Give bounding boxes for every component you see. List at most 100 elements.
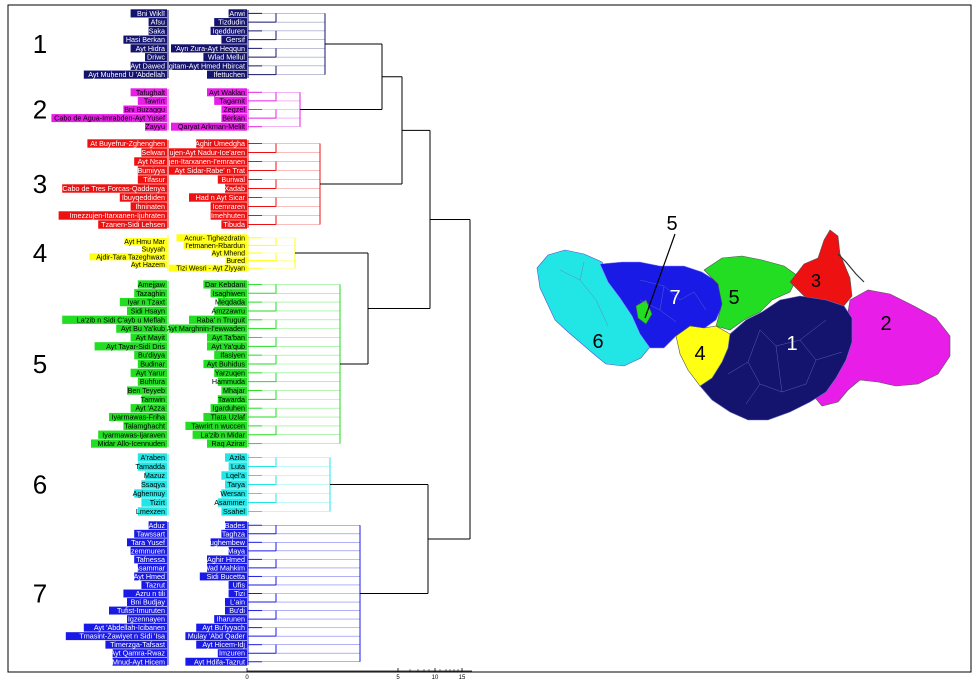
leaf-label-bg <box>105 640 167 649</box>
figure-frame <box>7 4 972 673</box>
leaf-label-bg <box>221 529 247 538</box>
leaf-label-right: Ufis <box>233 580 246 589</box>
leaf-label-bg <box>185 421 247 431</box>
leaf-label-bg <box>192 430 247 439</box>
leaf-label-bg <box>134 351 167 360</box>
leaf-label-left: Ayt Qamra-Rwaz <box>110 649 165 658</box>
leaf-label-left: Tara Yusef <box>131 538 165 547</box>
leaf-label-right: Ayt Hicem-Idj <box>202 640 245 649</box>
leaf-label-bg <box>130 404 167 413</box>
leaf-label-right: Tawrirt n wuccen <box>191 421 245 430</box>
leaf-label-bg <box>91 439 167 448</box>
leaf-label-bg <box>217 649 247 658</box>
leaf-label-right: Tibuda <box>223 220 245 229</box>
leaf-label-bg <box>87 139 167 148</box>
axis-tick-label: 15 <box>459 675 466 679</box>
leaf-label-right: Bured <box>226 258 245 265</box>
leaf-label-bg <box>62 315 168 324</box>
leaf-label-left: Ayt Bu Ya'kub <box>121 324 165 333</box>
leaf-label-right: Wad Mahkim <box>203 563 245 572</box>
map-label-5: 5 <box>728 287 739 309</box>
leaf-label-bg <box>130 9 167 18</box>
leaf-label-bg <box>134 157 167 166</box>
leaf-label-bg <box>89 253 167 261</box>
leaf-label-bg <box>137 359 167 369</box>
leaf-label-right: Taghza <box>222 529 245 538</box>
leaf-label-right: Ayt Marghnin-I'ewwaden <box>167 324 245 333</box>
leaf-label-right: Ayt Bu'lyyach <box>202 623 245 632</box>
leaf-label-left: Ajdir-Tara Tazeghwaxt <box>96 254 165 261</box>
leaf-label-right: Luta <box>231 462 245 471</box>
leaf-label-bg <box>196 623 247 632</box>
leaf-label-bg <box>134 489 167 498</box>
leaf-label-left: Lmexzen <box>136 507 165 516</box>
leaf-label-bg <box>217 395 247 404</box>
leaf-label-left: Tzanen-Sidi Lehsen <box>101 220 165 229</box>
leaf-label-bg <box>228 9 247 18</box>
leaf-label-right: Ayt Ya'qub <box>211 342 245 351</box>
leaf-label-right: Yarzuqen <box>215 368 245 377</box>
leaf-label-right: I'etmanen-Rbardun <box>185 243 245 250</box>
leaf-label-bg <box>148 26 167 35</box>
leaf-label-bg <box>185 657 247 666</box>
leaf-label-right: Bu'di <box>229 606 245 615</box>
leaf-label-bg <box>169 148 247 157</box>
leaf-label-bg <box>210 404 247 413</box>
leaf-label-right: Imehhuten <box>211 211 245 220</box>
leaf-label-right: Imezzujen-Itarxanen-I'emranen <box>146 157 245 166</box>
leaf-label-bg <box>176 234 247 242</box>
leaf-label-bg <box>221 386 247 395</box>
leaf-label-left: Tafnessa <box>136 555 165 564</box>
leaf-label-right: Iqedduren <box>213 26 245 35</box>
leaf-label-right: Ifasiyen <box>220 351 245 360</box>
leaf-label-bg <box>225 184 247 193</box>
leaf-label-right: Maya <box>227 546 245 555</box>
leaf-label-bg <box>221 35 247 44</box>
leaf-label-right: Zegzel <box>223 105 245 114</box>
leaf-label-bg <box>221 114 247 123</box>
leaf-label-left: Bumiyya <box>137 166 165 175</box>
map-label-1: 1 <box>786 333 797 355</box>
leaf-label-bg <box>119 297 167 307</box>
leaf-label-bg <box>141 148 167 157</box>
leaf-label-left: Saka <box>149 26 165 35</box>
leaf-label-left: Sidi Hsayn <box>131 306 165 315</box>
leaf-label-bg <box>171 44 247 53</box>
leaf-label-right: Ayt Sidar-Rabe' n Trat <box>175 166 245 175</box>
leaf-label-left: Ibuyqeddiden <box>122 193 165 202</box>
leaf-label-right: Mhajar <box>223 386 246 395</box>
leaf-label-left: Ayt Hmu Mar <box>124 239 165 246</box>
leaf-label-bg <box>203 53 247 62</box>
leaf-label-bg <box>94 342 167 351</box>
leaf-label-right: Hammuda <box>212 377 245 386</box>
leaf-label-bg <box>141 395 167 404</box>
leaf-label-bg <box>214 615 247 624</box>
leaf-label-left: Tazrut <box>145 580 165 589</box>
leaf-label-right: Iharunen <box>217 615 245 624</box>
leaf-label-left: Amejjaw <box>138 280 166 289</box>
leaf-label-right: Imzuren <box>219 649 245 658</box>
leaf-label-bg <box>196 139 247 148</box>
group-number: 5 <box>33 349 47 379</box>
leaf-label-right: Qaryat Arkman-Melilt <box>178 122 245 131</box>
leaf-label-right: Asammer <box>214 498 245 507</box>
leaf-label-right: Raba' n Truguit <box>196 315 245 324</box>
leaf-label-bg <box>127 386 167 395</box>
leaf-label-left: Iyar n Tzaxt <box>128 298 165 307</box>
leaf-label-bg <box>130 88 167 97</box>
leaf-label-bg <box>169 157 247 166</box>
leaf-label-left: Ayt 'Azza <box>135 404 165 413</box>
leaf-label-left: Ayt Tayar-Sidi Dris <box>106 342 165 351</box>
leaf-label-left: Tizirt <box>150 498 165 507</box>
leaf-label-bg <box>134 529 167 538</box>
leaf-label-right: Berkan <box>222 114 245 123</box>
leaf-label-left: Midar Allo-Icennuden <box>97 439 165 448</box>
leaf-label-right: Ayt Mhend <box>212 250 245 257</box>
leaf-label-left: Buhfura <box>140 377 165 386</box>
group-number: 2 <box>33 95 47 125</box>
leaf-label-bg <box>207 563 247 572</box>
map-label-3: 3 <box>811 271 821 291</box>
leaf-label-bg <box>203 359 247 369</box>
leaf-label-bg <box>203 412 247 422</box>
